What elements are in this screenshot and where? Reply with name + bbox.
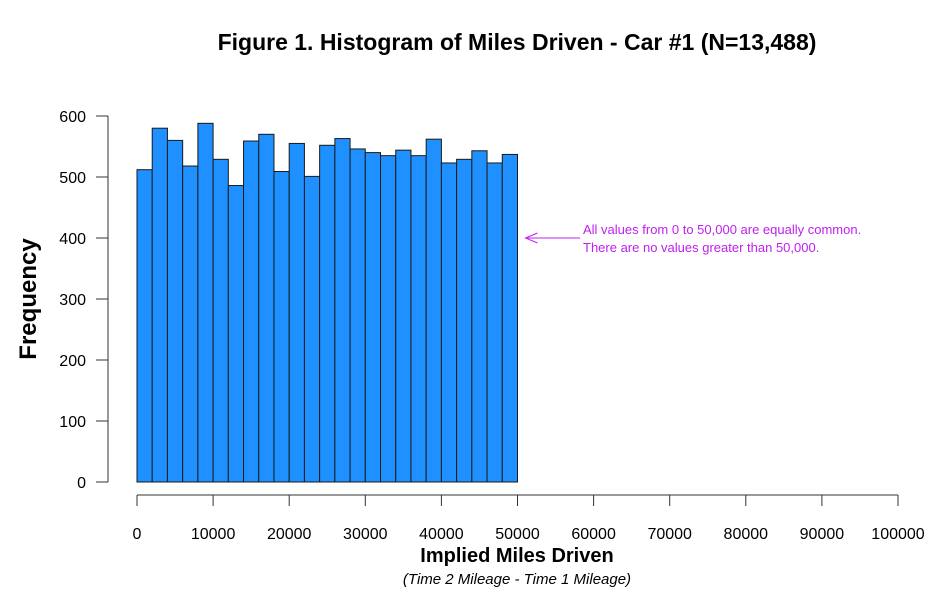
y-tick-label: 500 [59,170,86,187]
annotation-arrow-head [524,232,538,244]
histogram-bar [258,133,275,483]
histogram-bar [197,122,214,483]
x-tick-label: 0 [133,526,142,543]
x-axis-sublabel: (Time 2 Mileage - Time 1 Mileage) [403,571,631,588]
y-tick-label: 0 [77,475,86,492]
x-tick-label: 90000 [800,526,845,543]
histogram-bar [303,175,321,483]
y-axis-label: Frequency [15,238,42,360]
annotation: All values from 0 to 50,000 are equally … [524,222,861,255]
histogram-bar [166,139,184,483]
x-tick-label: 70000 [647,526,692,543]
histogram-bar [319,144,336,483]
histogram-bar [227,185,245,483]
y-tick-label: 200 [59,353,86,370]
histogram-bar [273,171,290,483]
histogram-bar [380,155,397,483]
annotation-line-2: There are no values greater than 50,000. [583,240,819,255]
x-axis-label: Implied Miles Driven [420,545,613,567]
histogram-bar [349,148,366,483]
histogram-bar [151,127,168,483]
histogram-bar [243,140,260,483]
histogram-bar [395,149,412,483]
x-tick-label: 60000 [571,526,616,543]
x-tick-label: 50000 [495,526,540,543]
histogram-bar [471,150,488,483]
histogram-bar [212,158,229,483]
histogram-bar [456,158,473,483]
x-tick-label: 80000 [724,526,769,543]
x-tick-label: 30000 [343,526,388,543]
y-tick-label: 100 [59,414,86,431]
x-axis: 0 10000 20000 30000 40000 50000 60000 70000 8000… [133,494,925,543]
chart-title: Figure 1. Histogram of Miles Driven - Ca… [218,29,817,55]
y-tick-label: 400 [59,231,86,248]
histogram-bar [182,165,199,483]
x-tick-label: 20000 [267,526,312,543]
histogram-bar [440,162,458,483]
x-tick-label: 10000 [191,526,236,543]
y-axis: 0 100 200 300 400 500 600 [59,109,109,492]
histogram-bar [334,138,351,483]
annotation-line-1: All values from 0 to 50,000 are equally … [583,222,861,237]
histogram-bar [410,155,427,483]
histogram-bar [288,142,305,483]
histogram-bar [136,169,153,483]
y-tick-label: 600 [59,109,86,126]
bars-group [136,122,518,483]
histogram-bar [486,162,503,483]
x-tick-label: 100000 [871,526,924,543]
histogram-bar [364,152,382,483]
y-tick-label: 300 [59,292,86,309]
histogram-bar [425,138,442,483]
x-tick-label: 40000 [419,526,464,543]
histogram-bar [501,153,518,483]
